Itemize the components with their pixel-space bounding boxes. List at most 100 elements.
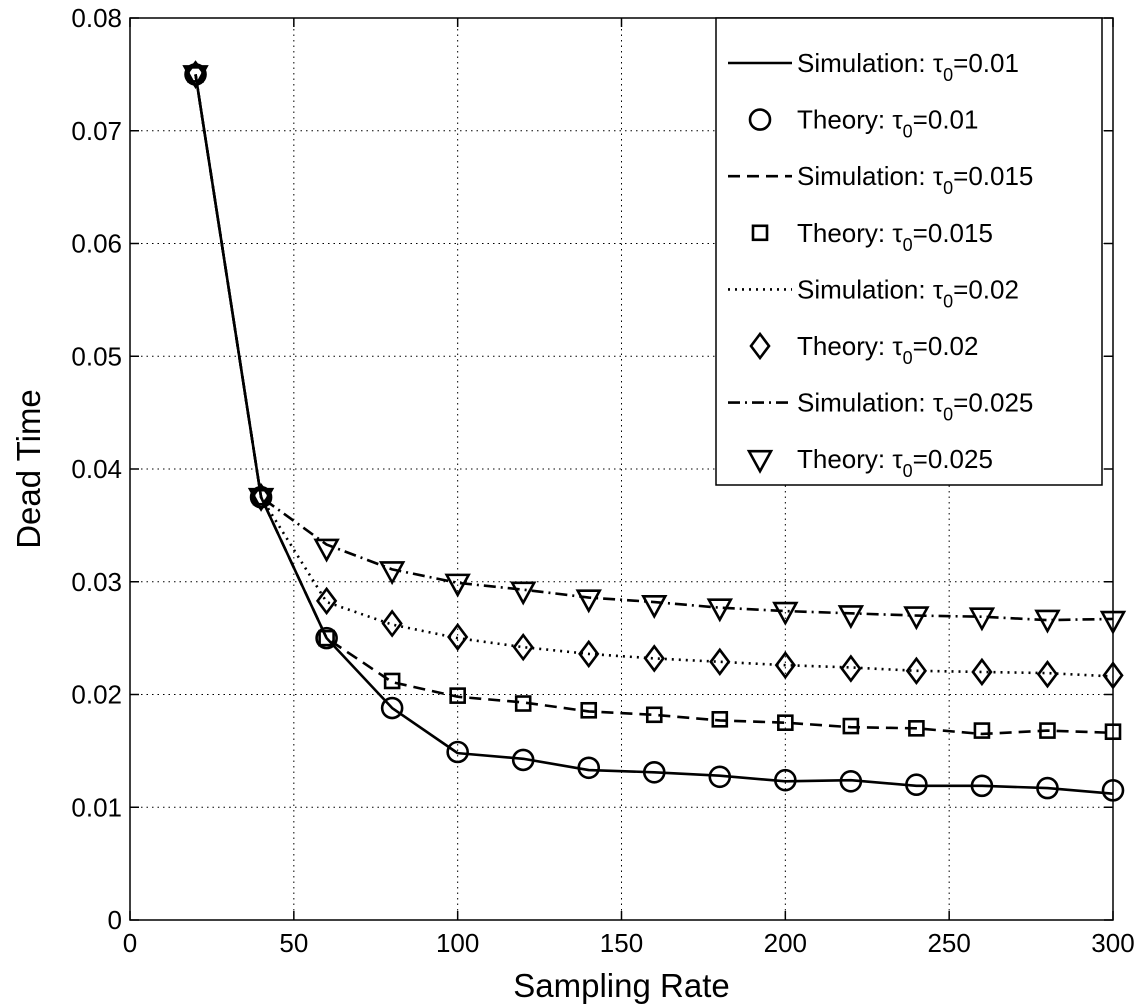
legend-item: Simulation: τ0=0.025: [728, 388, 1033, 425]
series-point: [905, 773, 928, 797]
legend-label: Simulation: τ0=0.01: [797, 48, 1019, 85]
legend-label: Theory: τ0=0.025: [797, 444, 993, 481]
legend-label-prefix: Simulation:: [797, 161, 933, 191]
series-point: [380, 696, 404, 720]
legend-label-prefix: Theory:: [797, 331, 892, 361]
legend-label-suffix: =0.025: [913, 444, 993, 474]
series-point: [578, 639, 600, 669]
legend-label-symbol: τ: [933, 48, 944, 78]
y-tick-label: 0.08: [71, 3, 122, 33]
series-point: [449, 687, 466, 704]
series-line: [194, 74, 1114, 796]
axis-ticks: 0 50 100 150 200 250 300 0 0.01 0.02 0.03 0.04 0.05 0…: [71, 3, 1134, 958]
series-point: [510, 581, 537, 606]
y-tick-label: 0.01: [71, 792, 122, 822]
series-point: [641, 594, 668, 619]
series-point: [645, 706, 663, 724]
series-point: [842, 717, 860, 735]
series-point: [247, 487, 275, 512]
legend-marker-swatch: [748, 108, 772, 131]
series-point: [512, 632, 534, 662]
legend-label: Theory: τ0=0.015: [797, 218, 993, 255]
x-tick-label: 150: [600, 928, 643, 958]
x-tick-label: 300: [1091, 928, 1134, 958]
x-axis-title: Sampling Rate: [513, 967, 729, 1004]
legend-label-subscript: 0: [903, 235, 913, 255]
series-point: [970, 774, 994, 798]
legend-label-symbol: τ: [933, 274, 944, 304]
y-tick-label: 0.05: [71, 341, 122, 371]
y-axis-title: Dead Time: [10, 389, 47, 549]
legend-label-subscript: 0: [943, 65, 953, 85]
series-point: [1036, 660, 1059, 689]
series-line: [194, 74, 1114, 678]
y-tick-label: 0.04: [71, 454, 122, 484]
legend-label-prefix: Simulation:: [797, 274, 933, 304]
series-7: [182, 65, 1127, 635]
x-tick-label: 100: [436, 928, 479, 958]
series-point: [447, 622, 469, 652]
series-6: [194, 74, 1114, 622]
x-tick-label: 50: [279, 928, 308, 958]
series-point: [1034, 609, 1061, 634]
legend-label-symbol: τ: [892, 218, 903, 248]
legend-label: Simulation: τ0=0.02: [797, 274, 1019, 311]
y-tick-label: 0: [108, 905, 122, 935]
legend-label-symbol: τ: [933, 388, 944, 418]
series-point: [1036, 776, 1059, 800]
legend-label-suffix: =0.01: [913, 105, 979, 135]
series-point: [711, 711, 729, 728]
series-2: [194, 74, 1114, 736]
series-point: [839, 770, 863, 793]
legend-label-suffix: =0.025: [953, 388, 1033, 418]
legend-label-suffix: =0.015: [913, 218, 993, 248]
legend-label-suffix: =0.02: [913, 331, 979, 361]
series-line: [194, 74, 1114, 736]
series-point: [774, 768, 797, 792]
legend-marker-swatch: [746, 449, 774, 474]
series-point: [182, 65, 209, 90]
legend-label-prefix: Theory:: [797, 444, 892, 474]
series-point: [908, 720, 925, 737]
series-point: [580, 701, 598, 719]
legend-label: Theory: τ0=0.01: [797, 105, 978, 142]
legend-label-suffix: =0.01: [953, 48, 1019, 78]
legend-label-subscript: 0: [943, 291, 953, 311]
series-point: [446, 740, 469, 764]
x-tick-label: 200: [764, 928, 807, 958]
series-point: [968, 607, 996, 632]
series-layer: [182, 60, 1127, 802]
x-tick-label: 250: [927, 928, 970, 958]
legend-label-symbol: τ: [892, 444, 903, 474]
series-0: [194, 74, 1114, 796]
legend-label-suffix: =0.02: [953, 274, 1019, 304]
legend-item: Simulation: τ0=0.015: [728, 161, 1033, 198]
series-point: [642, 760, 666, 784]
legend-item: Theory: τ0=0.015: [751, 218, 993, 255]
series-point: [643, 644, 665, 673]
y-tick-label: 0.02: [71, 680, 122, 710]
legend-label-symbol: τ: [933, 161, 944, 191]
legend-label-subscript: 0: [903, 348, 913, 368]
series-4: [194, 74, 1114, 678]
series-point: [444, 573, 471, 598]
series-point: [1039, 722, 1056, 739]
series-point: [315, 586, 338, 616]
series-point: [777, 714, 794, 731]
legend-item: Theory: τ0=0.02: [749, 331, 979, 368]
series-point: [708, 765, 732, 789]
y-tick-label: 0.07: [71, 116, 122, 146]
legend-label: Simulation: τ0=0.015: [797, 161, 1033, 198]
legend-item: Theory: τ0=0.01: [748, 105, 978, 142]
legend-label-prefix: Simulation:: [797, 48, 933, 78]
series-point: [971, 657, 993, 687]
legend-label-prefix: Simulation:: [797, 388, 933, 418]
series-point: [706, 598, 733, 623]
series-point: [315, 626, 338, 650]
series-point: [511, 748, 535, 772]
legend-marker-swatch: [749, 331, 771, 361]
series-point: [313, 538, 340, 563]
legend-label-prefix: Theory:: [797, 105, 892, 135]
